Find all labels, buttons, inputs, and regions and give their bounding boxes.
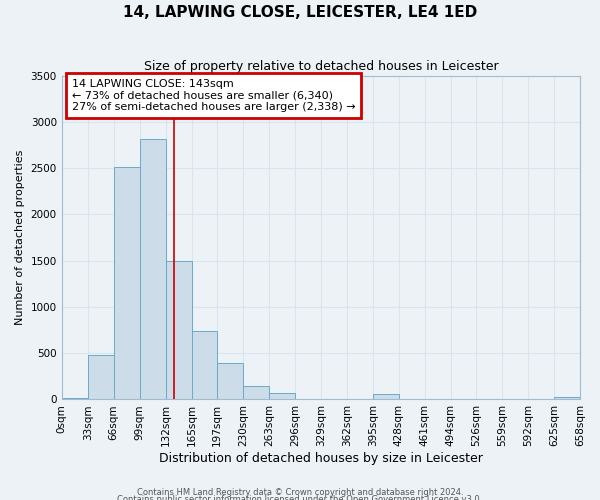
Bar: [554, 396, 580, 400]
Bar: [269, 393, 295, 400]
Bar: [217, 364, 243, 400]
Title: Size of property relative to detached houses in Leicester: Size of property relative to detached ho…: [143, 60, 498, 73]
Bar: [243, 386, 269, 400]
Y-axis label: Number of detached properties: Number of detached properties: [15, 150, 25, 325]
Bar: [88, 355, 113, 400]
Bar: [373, 394, 399, 400]
X-axis label: Distribution of detached houses by size in Leicester: Distribution of detached houses by size …: [159, 452, 483, 465]
Text: 14 LAPWING CLOSE: 143sqm
← 73% of detached houses are smaller (6,340)
27% of sem: 14 LAPWING CLOSE: 143sqm ← 73% of detach…: [72, 79, 356, 112]
Bar: [140, 140, 166, 400]
Bar: [166, 260, 191, 400]
Text: Contains HM Land Registry data © Crown copyright and database right 2024.: Contains HM Land Registry data © Crown c…: [137, 488, 463, 497]
Text: 14, LAPWING CLOSE, LEICESTER, LE4 1ED: 14, LAPWING CLOSE, LEICESTER, LE4 1ED: [123, 5, 477, 20]
Bar: [113, 167, 140, 400]
Bar: [62, 398, 88, 400]
Bar: [191, 331, 217, 400]
Text: Contains public sector information licensed under the Open Government Licence v3: Contains public sector information licen…: [118, 496, 482, 500]
